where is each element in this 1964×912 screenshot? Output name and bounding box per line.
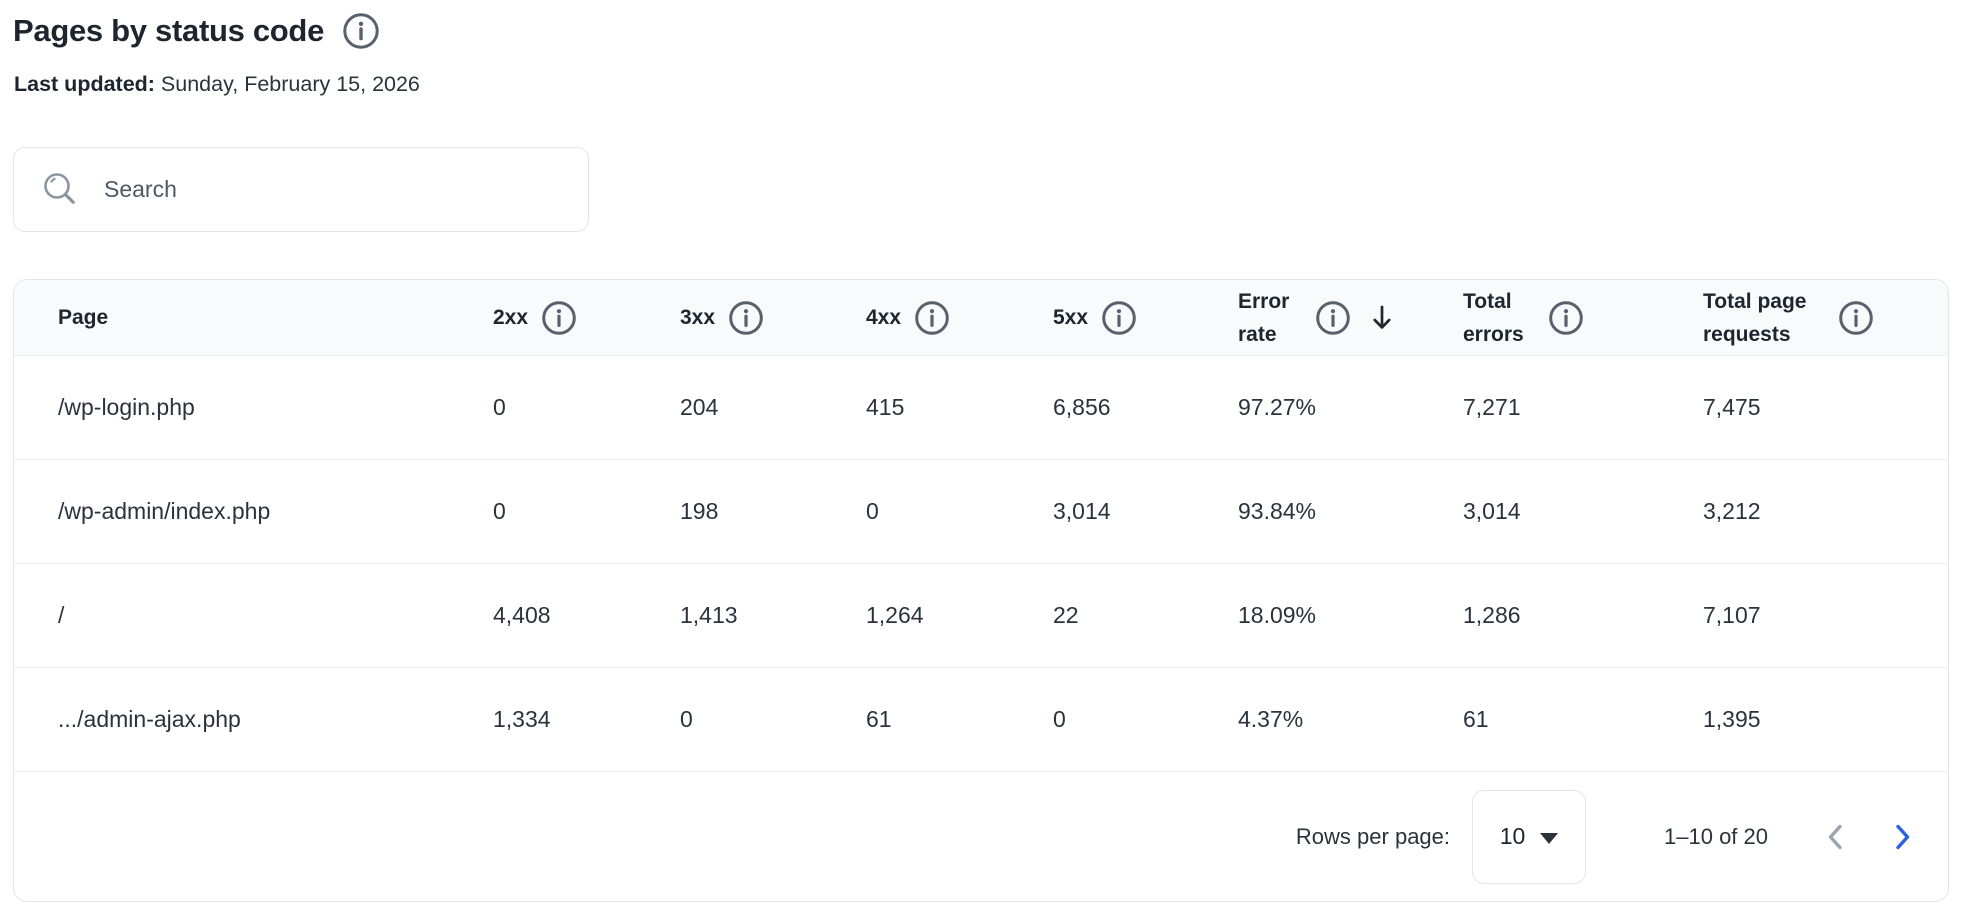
cell-page: /wp-admin/index.php	[58, 498, 271, 524]
cell-total-page-requests: 3,212	[1703, 498, 1761, 524]
rows-per-page-select[interactable]: 10	[1472, 789, 1587, 884]
cell-error-rate: 18.09%	[1238, 602, 1317, 628]
col-label-error-rate: Error rate	[1238, 289, 1290, 346]
prev-page-button[interactable]	[1816, 817, 1856, 857]
last-updated: Last updated: Sunday, February 15, 2026	[14, 72, 1964, 97]
info-icon[interactable]	[342, 12, 380, 50]
cell-5xx: 22	[1053, 602, 1079, 628]
col-header-total-page-requests[interactable]: Total page requests	[1703, 285, 1904, 351]
search-box[interactable]	[13, 147, 589, 232]
chevron-right-icon	[1896, 824, 1910, 849]
cell-5xx: 0	[1053, 706, 1066, 732]
cell-page: .../admin-ajax.php	[58, 706, 241, 732]
cell-3xx: 198	[680, 498, 719, 524]
cell-4xx: 415	[866, 394, 905, 420]
col-label-page: Page	[58, 306, 109, 329]
cell-total-page-requests: 7,475	[1703, 394, 1761, 420]
cell-3xx: 204	[680, 394, 719, 420]
table-row: /wp-admin/index.php 0 198 0 3,014 93.84%…	[14, 460, 1948, 564]
info-icon[interactable]	[541, 300, 577, 336]
cell-3xx: 0	[680, 706, 693, 732]
table-row: /wp-login.php 0 204 415 6,856 97.27% 7,2…	[14, 356, 1948, 460]
col-header-2xx[interactable]: 2xx	[493, 300, 680, 336]
cell-error-rate: 93.84%	[1238, 498, 1317, 524]
col-header-4xx[interactable]: 4xx	[866, 300, 1053, 336]
next-page-button[interactable]	[1882, 817, 1922, 857]
cell-total-errors: 61	[1463, 706, 1489, 732]
title-row: Pages by status code	[13, 12, 1964, 50]
cell-error-rate: 4.37%	[1238, 706, 1304, 732]
search-icon	[40, 170, 80, 210]
cell-2xx: 0	[493, 394, 506, 420]
info-icon[interactable]	[914, 300, 950, 336]
cell-2xx: 0	[493, 498, 506, 524]
cell-total-errors: 3,014	[1463, 498, 1521, 524]
last-updated-value: Sunday, February 15, 2026	[154, 72, 420, 96]
page-title: Pages by status code	[13, 13, 325, 48]
cell-total-page-requests: 7,107	[1703, 602, 1761, 628]
cell-error-rate: 97.27%	[1238, 394, 1317, 420]
info-icon[interactable]	[728, 300, 764, 336]
info-icon[interactable]	[1548, 300, 1584, 336]
col-header-3xx[interactable]: 3xx	[680, 300, 866, 336]
col-label-3xx: 3xx	[680, 306, 716, 329]
pagination-range: 1–10 of 20	[1664, 823, 1768, 849]
last-updated-label: Last updated:	[14, 72, 155, 96]
col-label-2xx: 2xx	[493, 306, 529, 329]
cell-4xx: 61	[866, 706, 892, 732]
search-input[interactable]	[102, 148, 588, 231]
col-header-page[interactable]: Page	[58, 301, 493, 334]
rows-per-page-label: Rows per page:	[1295, 823, 1451, 849]
cell-total-page-requests: 1,395	[1703, 706, 1761, 732]
col-label-5xx: 5xx	[1053, 306, 1089, 329]
col-label-total-page-requests: Total page requests	[1703, 289, 1807, 346]
col-label-4xx: 4xx	[866, 306, 902, 329]
cell-2xx: 4,408	[493, 602, 551, 628]
cell-4xx: 0	[866, 498, 879, 524]
sort-desc-icon[interactable]	[1368, 303, 1396, 333]
col-header-error-rate[interactable]: Error rate	[1238, 285, 1463, 351]
table-row: / 4,408 1,413 1,264 22 18.09% 1,286 7,10…	[14, 564, 1948, 668]
cell-total-errors: 7,271	[1463, 394, 1521, 420]
info-icon[interactable]	[1838, 300, 1874, 336]
col-header-5xx[interactable]: 5xx	[1053, 300, 1238, 336]
cell-2xx: 1,334	[493, 706, 551, 732]
caret-down-icon	[1540, 832, 1559, 844]
pagination: Rows per page: 10 1–10 of 20	[14, 772, 1948, 901]
info-icon[interactable]	[1101, 300, 1137, 336]
info-icon[interactable]	[1315, 300, 1351, 336]
chevron-left-icon	[1828, 824, 1842, 849]
table-header: Page 2xx 3xx 4xx 5xx	[14, 280, 1948, 356]
cell-5xx: 3,014	[1053, 498, 1111, 524]
cell-page: /	[58, 602, 65, 628]
table-row: .../admin-ajax.php 1,334 0 61 0 4.37% 61…	[14, 668, 1948, 772]
cell-4xx: 1,264	[866, 602, 924, 628]
pages-table: Page 2xx 3xx 4xx 5xx	[13, 279, 1949, 902]
rows-per-page-value: 10	[1499, 823, 1526, 849]
info-icon	[343, 13, 379, 49]
col-header-total-errors[interactable]: Total errors	[1463, 285, 1703, 351]
col-label-total-errors: Total errors	[1463, 289, 1524, 346]
cell-3xx: 1,413	[680, 602, 738, 628]
cell-5xx: 6,856	[1053, 394, 1111, 420]
cell-page: /wp-login.php	[58, 394, 195, 420]
cell-total-errors: 1,286	[1463, 602, 1521, 628]
